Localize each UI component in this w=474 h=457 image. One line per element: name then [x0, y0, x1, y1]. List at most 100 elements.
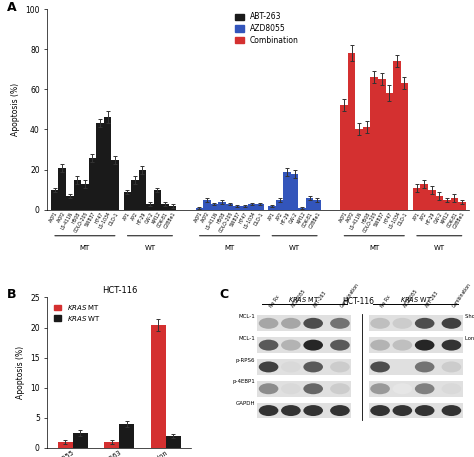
Text: HCT-116: HCT-116 — [342, 298, 374, 307]
Bar — [257, 403, 351, 418]
Text: Long exp: Long exp — [465, 336, 474, 341]
Y-axis label: Apoptosis (%): Apoptosis (%) — [11, 83, 20, 136]
Ellipse shape — [303, 383, 323, 394]
Ellipse shape — [392, 318, 412, 329]
Bar — [111, 159, 119, 210]
Bar — [104, 442, 119, 448]
Bar — [96, 123, 104, 210]
Ellipse shape — [303, 361, 323, 372]
Text: MCL-1: MCL-1 — [238, 314, 255, 319]
Bar — [73, 180, 81, 210]
Bar — [211, 204, 218, 210]
Bar — [257, 337, 351, 353]
Bar — [443, 200, 451, 210]
Bar — [401, 83, 408, 210]
Bar — [348, 53, 356, 210]
Bar — [420, 184, 428, 210]
Bar — [356, 129, 363, 210]
Text: B: B — [7, 288, 17, 302]
Text: WT: WT — [289, 245, 300, 251]
Bar — [276, 200, 283, 210]
Ellipse shape — [330, 361, 350, 372]
Ellipse shape — [392, 361, 412, 372]
Text: p-RPS6: p-RPS6 — [236, 357, 255, 362]
Ellipse shape — [370, 361, 390, 372]
Bar — [154, 190, 161, 210]
Ellipse shape — [303, 405, 323, 416]
Ellipse shape — [415, 318, 435, 329]
Ellipse shape — [281, 318, 301, 329]
Ellipse shape — [370, 340, 390, 351]
Bar — [428, 190, 436, 210]
Bar — [196, 207, 203, 210]
Bar — [369, 337, 463, 353]
Ellipse shape — [415, 340, 435, 351]
Text: MCL-1: MCL-1 — [238, 336, 255, 341]
Text: Short exp: Short exp — [465, 314, 474, 319]
Bar — [169, 206, 176, 210]
Bar — [151, 324, 166, 448]
Ellipse shape — [259, 383, 278, 394]
Ellipse shape — [392, 383, 412, 394]
Text: MT: MT — [80, 245, 90, 251]
Text: $\it{KRAS}$ MT: $\it{KRAS}$ MT — [289, 295, 320, 304]
Bar — [66, 196, 73, 210]
Text: Combination: Combination — [340, 282, 361, 308]
Bar — [371, 77, 378, 210]
Text: WT: WT — [434, 245, 445, 251]
Text: No Rx: No Rx — [380, 294, 392, 308]
Bar — [104, 117, 111, 210]
Bar — [340, 106, 348, 210]
Ellipse shape — [259, 405, 278, 416]
Bar — [89, 158, 96, 210]
Ellipse shape — [370, 405, 390, 416]
Title: HCT-116: HCT-116 — [101, 286, 137, 295]
Ellipse shape — [330, 383, 350, 394]
Bar — [299, 207, 306, 210]
Ellipse shape — [370, 318, 390, 329]
Bar — [58, 168, 66, 210]
Text: AZD8055: AZD8055 — [291, 288, 307, 308]
Bar — [233, 206, 241, 210]
Bar — [81, 184, 89, 210]
Text: AZD8055: AZD8055 — [402, 288, 419, 308]
Legend: ABT-263, AZD8055, Combination: ABT-263, AZD8055, Combination — [233, 11, 301, 46]
Bar — [378, 80, 385, 210]
Ellipse shape — [392, 340, 412, 351]
Bar — [313, 200, 321, 210]
Bar — [369, 359, 463, 375]
Text: WT: WT — [145, 245, 155, 251]
Ellipse shape — [330, 318, 350, 329]
Ellipse shape — [442, 318, 461, 329]
Ellipse shape — [303, 318, 323, 329]
Ellipse shape — [370, 383, 390, 394]
Bar — [248, 204, 256, 210]
Ellipse shape — [442, 361, 461, 372]
Bar — [283, 171, 291, 210]
Bar — [451, 198, 458, 210]
Bar — [257, 315, 351, 331]
Ellipse shape — [281, 361, 301, 372]
Ellipse shape — [330, 405, 350, 416]
Text: $\it{KRAS}$ WT: $\it{KRAS}$ WT — [400, 295, 432, 304]
Bar — [257, 359, 351, 375]
Ellipse shape — [281, 405, 301, 416]
Bar — [363, 128, 371, 210]
Bar — [268, 206, 276, 210]
Ellipse shape — [415, 361, 435, 372]
Ellipse shape — [442, 383, 461, 394]
Ellipse shape — [330, 340, 350, 351]
Bar — [146, 204, 154, 210]
Bar — [369, 315, 463, 331]
Bar — [131, 180, 138, 210]
Text: No Rx: No Rx — [269, 294, 281, 308]
Ellipse shape — [281, 383, 301, 394]
Ellipse shape — [303, 340, 323, 351]
Bar — [256, 204, 264, 210]
Bar — [291, 174, 299, 210]
Bar — [161, 204, 169, 210]
Text: MT: MT — [369, 245, 379, 251]
Bar — [393, 61, 401, 210]
Bar — [58, 442, 73, 448]
Text: GAPDH: GAPDH — [236, 401, 255, 406]
